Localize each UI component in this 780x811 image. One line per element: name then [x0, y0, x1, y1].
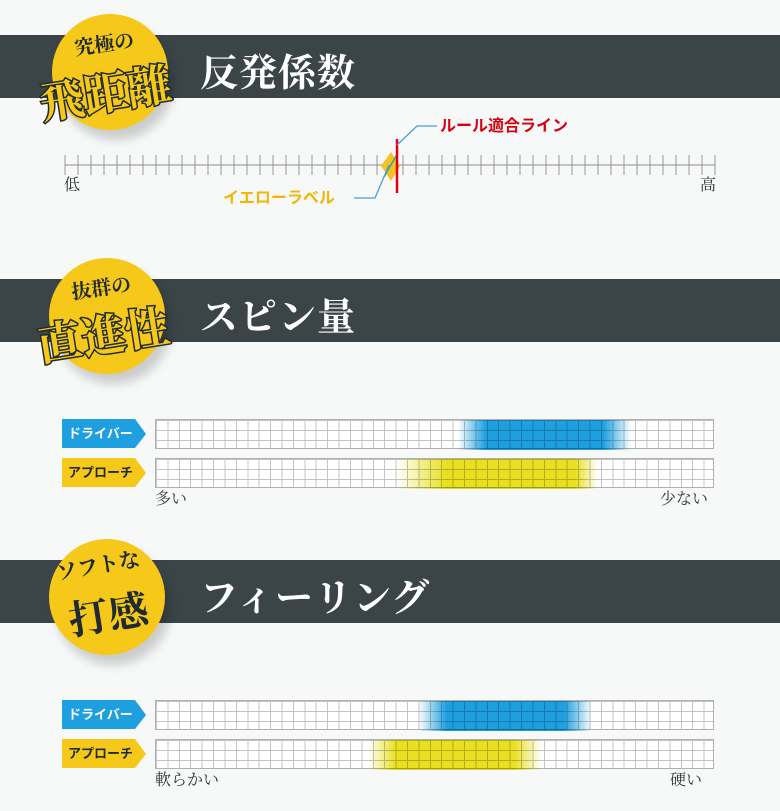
svg-text:軟らかい: 軟らかい	[155, 767, 219, 790]
svg-text:アプローチ: アプローチ	[68, 743, 133, 762]
svg-text:ドライバー: ドライバー	[68, 704, 133, 723]
svg-text:硬い: 硬い	[670, 767, 702, 790]
